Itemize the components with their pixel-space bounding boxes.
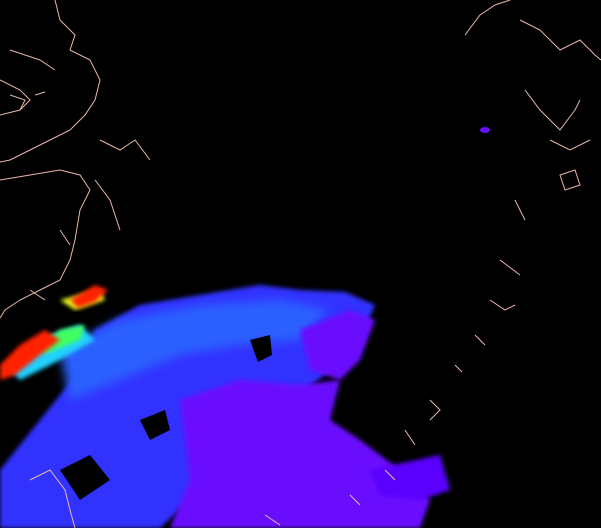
- red-band-north: [70, 285, 108, 308]
- cloud-gap: [60, 455, 110, 500]
- purple-patch-east: [300, 310, 375, 380]
- purple-patch-south: [370, 455, 450, 500]
- coastline-mainland: [0, 0, 101, 163]
- coastline-japan-north: [464, 0, 601, 151]
- coastline-korea-islands: [9, 91, 46, 111]
- coastline-taiwan: [29, 469, 76, 528]
- cloud-gap: [250, 335, 272, 362]
- coastline-mainland-south: [0, 169, 91, 319]
- red-band: [0, 330, 60, 380]
- medium-blue-core: [60, 300, 330, 400]
- purple-speck: [480, 127, 490, 133]
- purple-patches: [170, 380, 430, 528]
- coastline-islands-west: [29, 139, 151, 301]
- coastline-kyushu: [499, 169, 581, 276]
- cloud-gap: [140, 410, 170, 440]
- coastline-peninsula: [0, 49, 56, 116]
- coastline-ryukyu: [264, 299, 516, 526]
- data-overlay: [0, 127, 490, 528]
